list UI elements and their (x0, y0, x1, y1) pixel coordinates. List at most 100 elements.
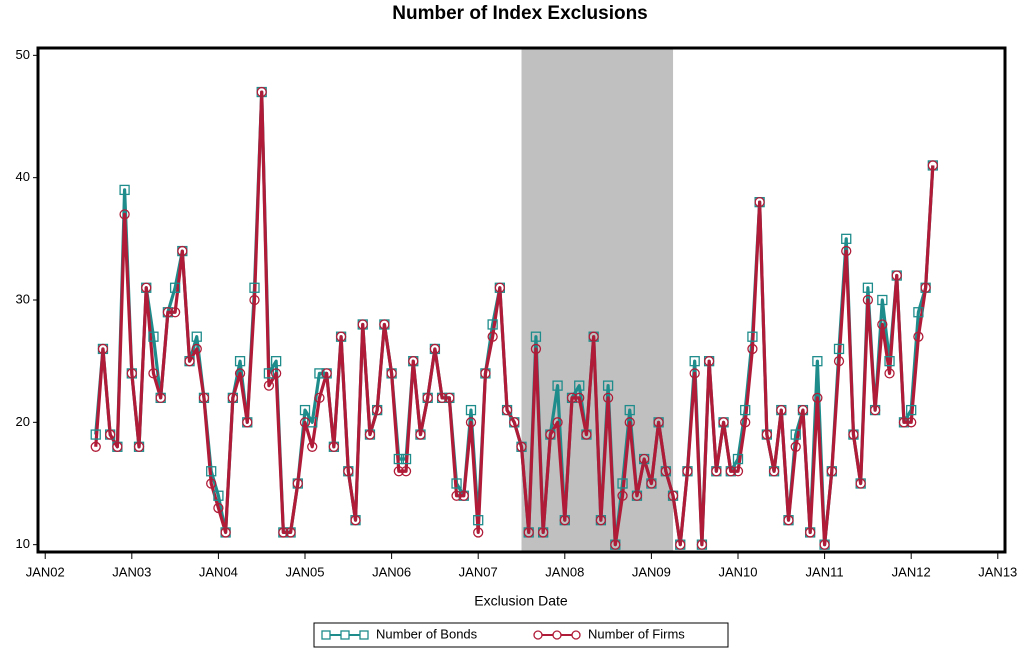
legend-marker (359, 630, 369, 640)
marker (350, 515, 361, 526)
marker (119, 184, 130, 196)
marker (819, 539, 830, 550)
marker (105, 429, 116, 440)
x-tick-label: JAN10 (718, 564, 757, 579)
marker (805, 527, 816, 538)
marker (884, 356, 895, 367)
marker (624, 404, 635, 416)
marker (862, 282, 874, 293)
x-tick-label: JAN12 (892, 564, 931, 579)
marker (574, 392, 585, 404)
x-tick-label: JAN08 (545, 564, 584, 579)
marker (566, 392, 578, 404)
marker (206, 478, 217, 489)
marker (278, 527, 289, 538)
marker (220, 527, 231, 538)
marker (530, 331, 542, 342)
marker (386, 368, 397, 379)
marker (126, 368, 137, 379)
marker (841, 245, 852, 257)
marker (812, 356, 823, 367)
marker (501, 404, 513, 416)
marker (451, 478, 462, 489)
marker (335, 331, 347, 342)
x-tick-label: JAN04 (199, 564, 238, 579)
marker (877, 319, 888, 330)
marker (509, 417, 520, 428)
marker (732, 453, 744, 465)
legend-box (313, 622, 729, 648)
legend-marker (533, 630, 543, 640)
marker (913, 331, 924, 342)
marker (877, 294, 888, 306)
plot-frame (36, 46, 1007, 554)
marker (270, 356, 282, 367)
y-tick-label: 50 (16, 47, 30, 62)
marker (689, 368, 700, 379)
marker (761, 429, 773, 440)
marker (487, 319, 498, 330)
series-line (94, 90, 935, 547)
marker (848, 429, 859, 440)
marker (256, 86, 267, 98)
x-tick-label: JAN05 (285, 564, 324, 579)
marker (624, 417, 635, 428)
chart-title: Number of Index Exclusions (392, 3, 648, 24)
marker (574, 380, 585, 391)
marker (747, 343, 758, 355)
marker (249, 294, 260, 306)
x-tick-label: JAN07 (459, 564, 498, 579)
marker (213, 502, 224, 514)
marker (473, 515, 484, 526)
marker (833, 356, 845, 367)
marker (675, 539, 686, 550)
marker (530, 343, 542, 355)
legend-marker (321, 630, 331, 640)
marker (747, 331, 758, 342)
marker (841, 233, 852, 244)
marker (429, 343, 441, 355)
marker (653, 417, 664, 428)
marker (328, 441, 340, 452)
marker (732, 466, 744, 477)
marker (379, 319, 390, 330)
marker (162, 307, 174, 318)
marker (617, 490, 628, 501)
marker (314, 368, 325, 379)
marker (177, 245, 188, 257)
marker (90, 441, 101, 452)
marker (480, 368, 491, 379)
marker (833, 343, 845, 355)
x-tick-label: JAN09 (632, 564, 671, 579)
marker (112, 441, 123, 452)
marker (148, 331, 159, 342)
marker (227, 392, 238, 404)
y-tick-label: 30 (16, 291, 30, 306)
legend-marker (340, 630, 350, 640)
marker (198, 392, 210, 404)
x-tick-label: JAN11 (806, 564, 844, 579)
marker (602, 392, 614, 404)
marker (537, 527, 549, 538)
marker (920, 282, 931, 293)
marker (869, 404, 881, 416)
marker (703, 356, 715, 367)
marker (191, 343, 202, 355)
marker (148, 368, 159, 379)
marker (206, 466, 217, 477)
marker (783, 515, 794, 526)
marker (754, 196, 765, 208)
marker (133, 441, 145, 452)
y-tick-label: 20 (16, 414, 30, 429)
marker (270, 368, 282, 379)
marker (436, 392, 448, 404)
legend-marker (552, 630, 562, 640)
marker (610, 539, 621, 550)
marker (891, 270, 902, 281)
marker (667, 490, 679, 501)
marker (552, 417, 563, 428)
marker (559, 515, 570, 526)
y-tick-label: 40 (16, 169, 30, 184)
marker (321, 368, 332, 379)
marker (913, 307, 924, 318)
